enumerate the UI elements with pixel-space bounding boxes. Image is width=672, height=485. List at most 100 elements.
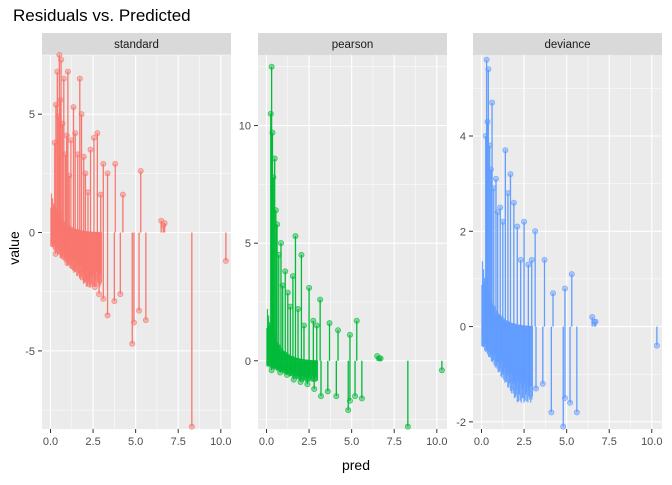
residual-point xyxy=(550,290,557,297)
x-tick-label: 5.0 xyxy=(128,436,143,448)
x-tick-label: 0.0 xyxy=(43,436,58,448)
residual-point xyxy=(96,291,103,298)
facet-panel-pearson: pearson 0.0 2.5 5.0 7.5 10.0 0 5 10 xyxy=(239,33,447,448)
residual-point xyxy=(498,352,505,359)
residual-point xyxy=(313,322,320,329)
residual-point xyxy=(346,331,353,338)
residual-point xyxy=(83,276,90,283)
residual-point xyxy=(521,218,528,225)
residual-point xyxy=(84,189,91,196)
residual-point xyxy=(358,395,365,402)
residual-point xyxy=(72,130,79,137)
residual-point xyxy=(573,409,580,416)
residual-point xyxy=(298,251,305,258)
x-tick-label: 10.0 xyxy=(426,436,447,448)
residual-point xyxy=(311,386,318,393)
residual-point xyxy=(333,393,340,400)
y-tick-label: -2 xyxy=(456,417,466,429)
residual-point xyxy=(560,423,567,430)
x-tick-label: 0.0 xyxy=(259,436,274,448)
residual-point xyxy=(271,155,278,162)
residual-point xyxy=(492,175,499,182)
residual-point xyxy=(561,285,568,292)
residual-point xyxy=(188,423,195,430)
facet-strip xyxy=(42,33,231,55)
residual-point xyxy=(117,291,124,298)
residual-point xyxy=(277,369,284,376)
facet-panel-standard: standard 0.0 2.5 5.0 7.5 10.0 -5 0 5 xyxy=(25,33,231,448)
residual-point xyxy=(289,273,296,280)
residual-point xyxy=(592,318,599,325)
residual-point xyxy=(104,312,111,319)
residual-point xyxy=(310,317,317,324)
residual-point xyxy=(137,167,144,174)
residual-point xyxy=(306,284,313,291)
residual-point xyxy=(64,68,71,75)
residual-point xyxy=(60,75,67,82)
residual-point xyxy=(353,317,360,324)
x-axis-title: pred xyxy=(342,457,370,473)
residual-point xyxy=(295,306,302,313)
x-tick-label: 5.0 xyxy=(559,436,574,448)
residual-point xyxy=(502,147,509,154)
facet-strip xyxy=(258,33,447,55)
residual-point xyxy=(507,171,514,178)
residual-point xyxy=(532,228,539,235)
residual-point xyxy=(352,393,359,400)
x-tick-label: 10.0 xyxy=(641,436,662,448)
residual-point xyxy=(111,298,118,305)
x-tick-label: 7.5 xyxy=(171,436,186,448)
residual-point xyxy=(497,204,504,211)
residual-point xyxy=(345,407,352,414)
residual-point xyxy=(279,282,286,289)
residual-point xyxy=(548,409,555,416)
residual-point xyxy=(324,388,331,395)
residual-point xyxy=(304,381,311,388)
residual-point xyxy=(161,220,168,227)
residual-point xyxy=(67,137,74,144)
residual-point xyxy=(71,265,78,272)
y-tick-label: 0 xyxy=(29,228,35,240)
residual-point xyxy=(525,261,532,268)
y-tick-label: 10 xyxy=(239,121,251,133)
residual-point xyxy=(317,296,324,303)
x-tick-label: 2.5 xyxy=(85,436,100,448)
residual-point xyxy=(59,253,66,260)
residual-point xyxy=(86,281,93,288)
residual-point xyxy=(494,209,501,216)
residual-point xyxy=(119,191,126,198)
residual-point xyxy=(504,190,511,197)
residual-point xyxy=(485,66,492,73)
residual-point xyxy=(64,260,71,267)
x-tick-label: 7.5 xyxy=(387,436,402,448)
residual-point xyxy=(57,96,64,103)
residual-point xyxy=(438,367,445,374)
residual-point xyxy=(499,218,506,225)
chart-title: Residuals vs. Predicted xyxy=(13,6,191,25)
residual-point xyxy=(317,393,324,400)
residual-point xyxy=(284,289,291,296)
x-tick-label: 10.0 xyxy=(210,436,231,448)
residual-point xyxy=(653,342,660,349)
x-tick-label: 0.0 xyxy=(474,436,489,448)
residual-point xyxy=(91,283,98,290)
facet-strip-label: deviance xyxy=(544,39,590,51)
residual-point xyxy=(97,191,104,198)
residual-point xyxy=(517,256,524,263)
residual-point xyxy=(526,380,533,387)
x-tick-label: 7.5 xyxy=(602,436,617,448)
residual-point xyxy=(297,378,304,385)
residual-point xyxy=(561,395,568,402)
residual-point xyxy=(87,146,94,153)
residual-point xyxy=(94,130,101,137)
residual-point xyxy=(82,170,89,177)
residual-point xyxy=(283,371,290,378)
residual-point xyxy=(377,355,384,362)
residual-point xyxy=(335,327,342,334)
residual-point xyxy=(272,207,279,214)
residual-point xyxy=(112,160,119,167)
x-tick-label: 5.0 xyxy=(344,436,359,448)
residual-point xyxy=(52,250,59,257)
residual-point xyxy=(404,423,411,430)
